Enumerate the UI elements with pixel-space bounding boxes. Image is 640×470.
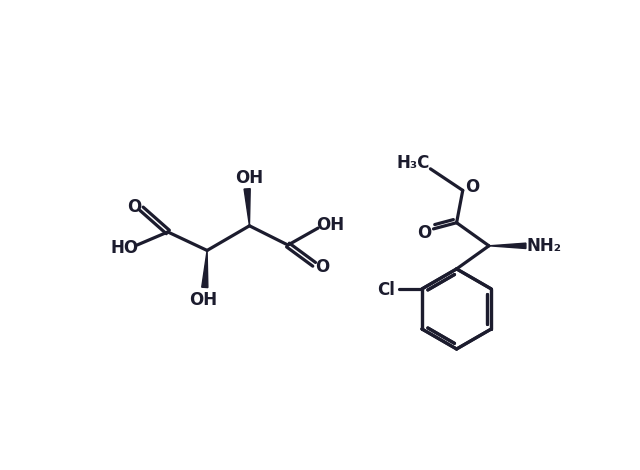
Text: OH: OH (189, 291, 218, 309)
Polygon shape (244, 188, 250, 226)
Text: O: O (315, 258, 329, 276)
Polygon shape (202, 251, 208, 288)
Text: H₃C: H₃C (397, 154, 430, 172)
Text: O: O (417, 224, 431, 242)
Text: O: O (465, 178, 479, 196)
Polygon shape (489, 243, 526, 249)
Text: OH: OH (316, 216, 344, 234)
Text: OH: OH (235, 169, 263, 187)
Text: NH₂: NH₂ (527, 237, 562, 255)
Text: HO: HO (111, 239, 139, 257)
Text: Cl: Cl (378, 282, 396, 299)
Text: O: O (127, 197, 141, 216)
